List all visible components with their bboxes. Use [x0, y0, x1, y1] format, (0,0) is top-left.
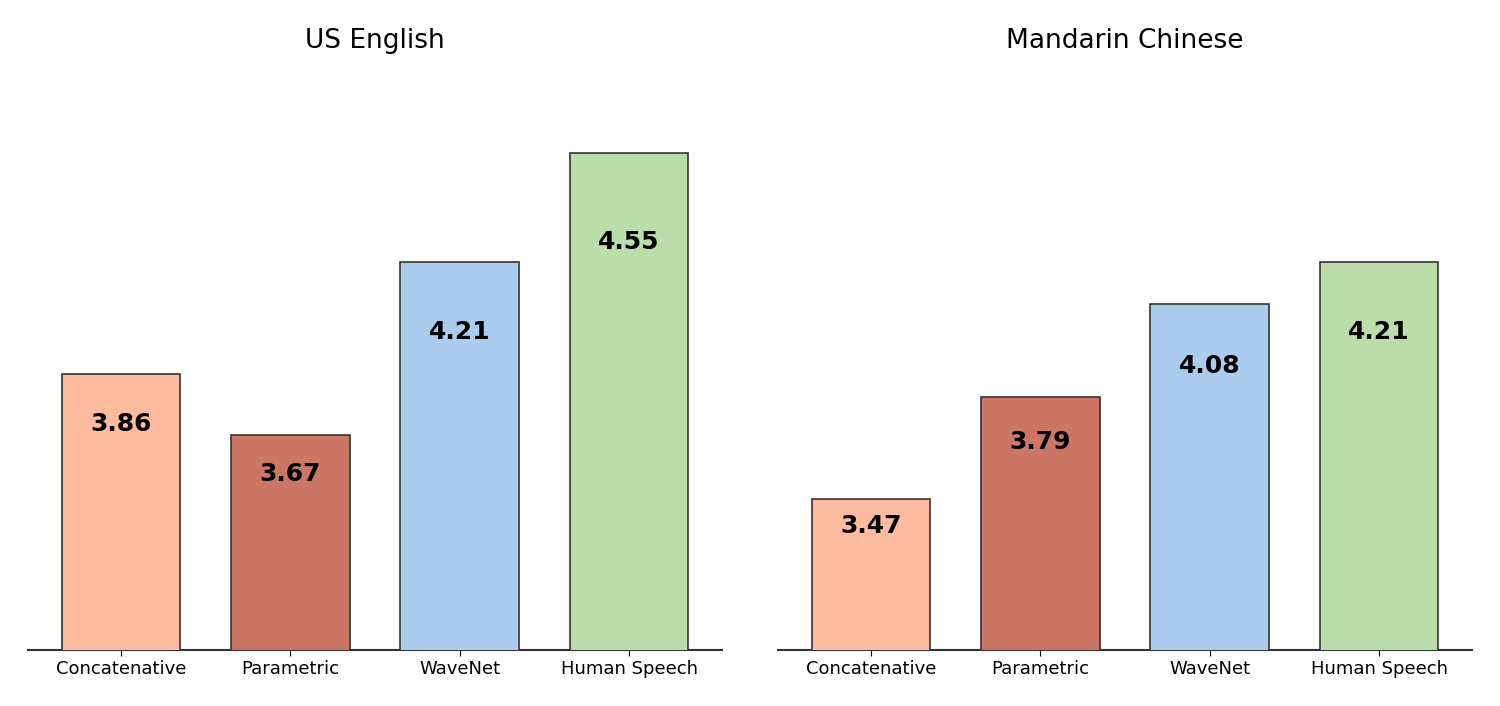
Bar [400, 262, 519, 706]
Bar [231, 435, 350, 706]
Text: 3.67: 3.67 [260, 462, 321, 486]
Text: 4.55: 4.55 [598, 230, 660, 254]
Title: Mandarin Chinese: Mandarin Chinese [1007, 28, 1244, 54]
Title: US English: US English [304, 28, 446, 54]
Bar [1150, 304, 1269, 706]
Bar [812, 499, 930, 706]
Text: 4.21: 4.21 [1348, 320, 1410, 344]
Bar [1320, 262, 1438, 706]
Bar [570, 153, 688, 706]
Bar [62, 374, 180, 706]
Text: 3.79: 3.79 [1010, 430, 1071, 454]
Text: 4.08: 4.08 [1179, 354, 1240, 378]
Text: 3.86: 3.86 [90, 412, 152, 436]
Text: 4.21: 4.21 [429, 320, 490, 344]
Text: 3.47: 3.47 [840, 514, 902, 538]
Bar [981, 397, 1100, 706]
